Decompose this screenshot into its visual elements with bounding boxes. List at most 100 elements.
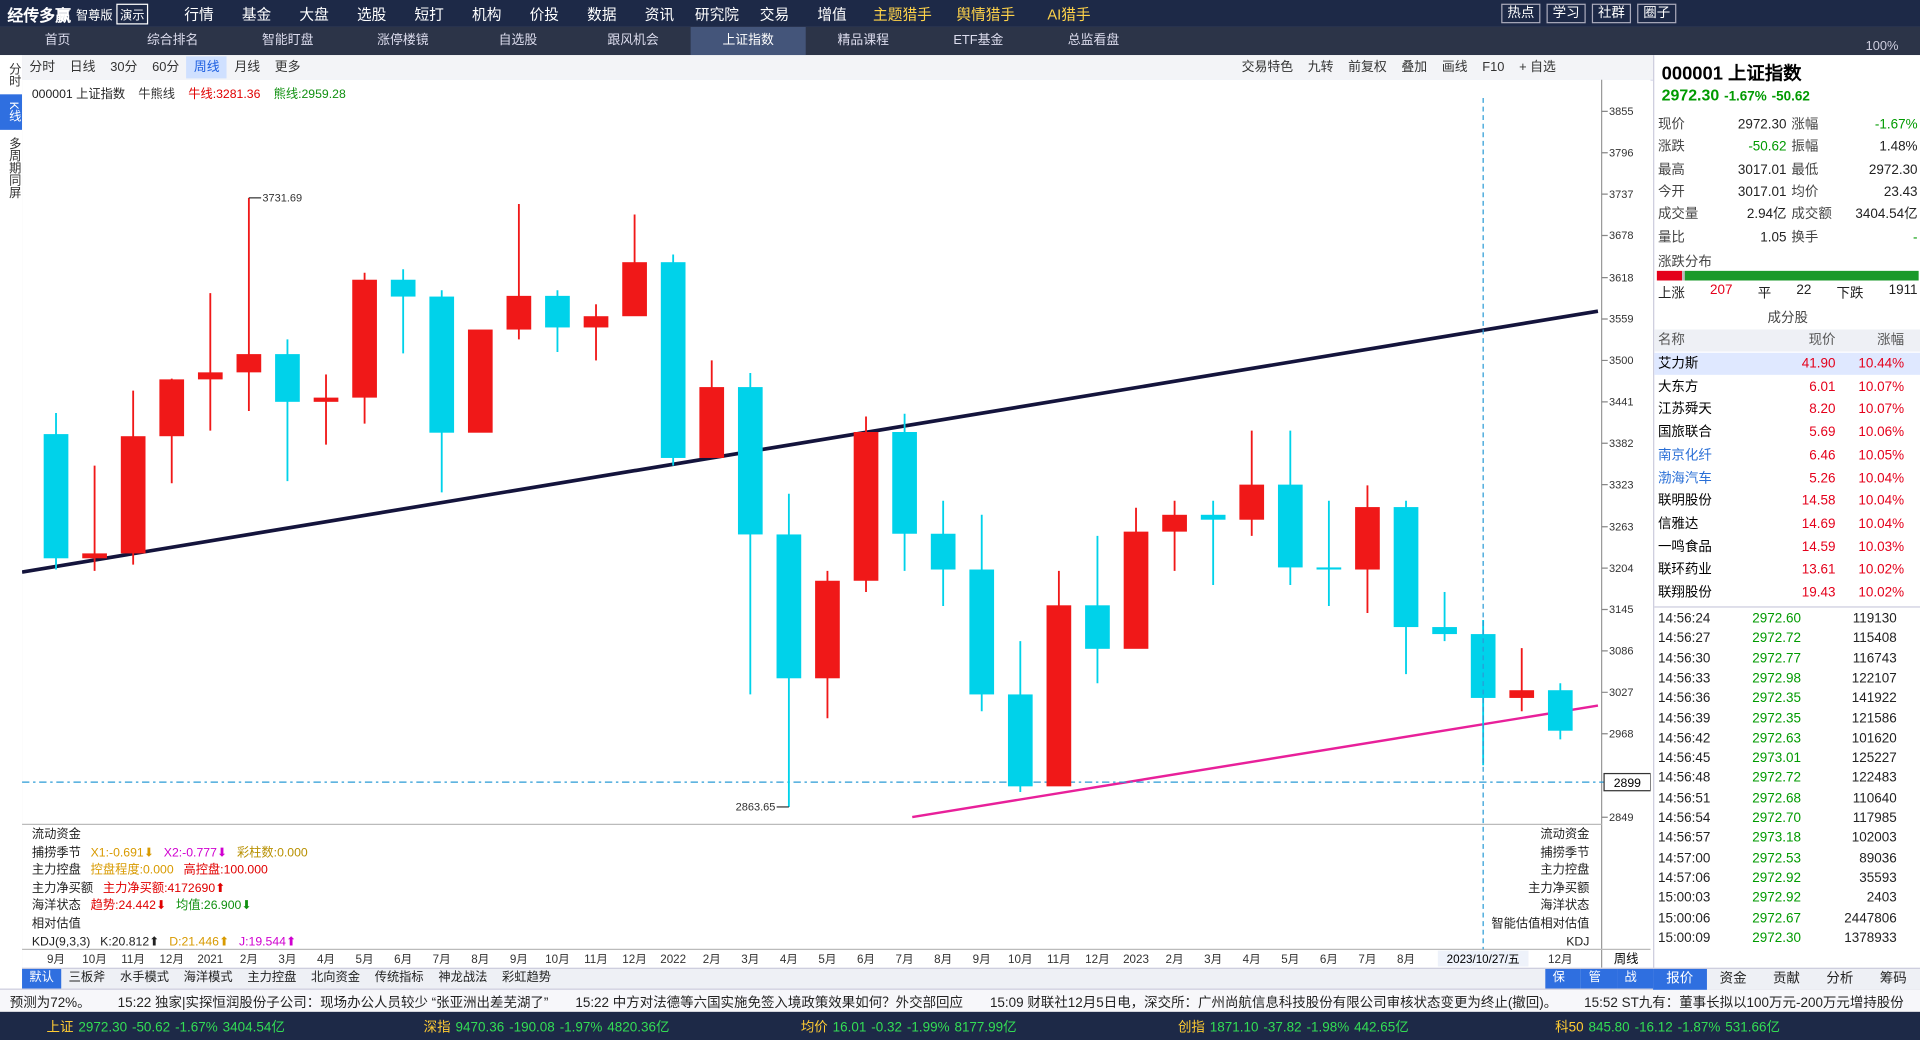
tick-time: 14:56:45 bbox=[1657, 751, 1711, 766]
strategy-tab[interactable]: 彩虹趋势 bbox=[502, 971, 552, 985]
period-button[interactable]: 30分 bbox=[110, 60, 138, 75]
strategy-tab[interactable]: 默认 bbox=[22, 968, 62, 989]
menu-button[interactable]: 热点 bbox=[1501, 3, 1541, 24]
cons-row[interactable]: 国旅联合 5.69 10.06% bbox=[1654, 422, 1920, 444]
menu-item[interactable]: 主题猎手 bbox=[873, 5, 932, 23]
menu-item[interactable]: 大盘 bbox=[299, 5, 329, 23]
tool-button[interactable]: + 自选 bbox=[1519, 60, 1556, 75]
side-tab[interactable]: 分时 bbox=[6, 62, 20, 87]
quote-label: 现价 bbox=[1657, 117, 1685, 133]
tab[interactable]: 总监看盘 bbox=[1067, 33, 1120, 48]
side-tab[interactable]: 多周期同屏 bbox=[6, 136, 20, 199]
indicator-value: 高控盘:100.000 bbox=[183, 863, 268, 878]
strategy-tab[interactable]: 三板斧 bbox=[68, 971, 106, 985]
period-button[interactable]: 月线 bbox=[234, 60, 261, 75]
quote-tab[interactable]: 筹码 bbox=[1879, 971, 1907, 987]
cons-name: 联翔股份 bbox=[1657, 585, 1712, 601]
tool-button[interactable]: 九转 bbox=[1307, 60, 1334, 75]
cons-price: 14.69 bbox=[1801, 516, 1836, 532]
quote-value: 2972.30 bbox=[1868, 162, 1918, 178]
cons-row[interactable]: 大东方 6.01 10.07% bbox=[1654, 376, 1920, 398]
menu-item[interactable]: 选股 bbox=[356, 5, 387, 23]
strategy-tab[interactable]: 北向资金 bbox=[311, 971, 361, 985]
menu-item[interactable]: 舆情猎手 bbox=[956, 5, 1016, 23]
indicator-label: 智能估值相对估值 bbox=[1491, 917, 1590, 931]
strategy-tab[interactable]: 水手模式 bbox=[120, 971, 169, 985]
zoom: 100% bbox=[1865, 39, 1899, 54]
tick-price: 2972.30 bbox=[1752, 930, 1801, 946]
indicator-value: 趋势:24.442⬇ bbox=[90, 899, 167, 914]
candle-body bbox=[583, 316, 609, 328]
tab[interactable]: ETF基金 bbox=[953, 33, 1004, 48]
x-tick-label: 4月 bbox=[1243, 953, 1261, 966]
menu-item[interactable]: 短打 bbox=[414, 5, 444, 23]
dist-bar bbox=[1656, 270, 1919, 281]
quote-tab[interactable]: 贡献 bbox=[1773, 971, 1800, 987]
menu-item[interactable]: 研究院 bbox=[694, 5, 739, 23]
menu-item[interactable]: AI猎手 bbox=[1047, 5, 1091, 23]
cons-row[interactable]: 江苏舜天 8.20 10.07% bbox=[1654, 399, 1920, 421]
strategy-tab[interactable]: 海洋模式 bbox=[183, 971, 233, 985]
menu-item[interactable]: 机构 bbox=[472, 5, 502, 23]
cons-row[interactable]: 南京化纤 6.46 10.05% bbox=[1654, 444, 1920, 466]
tool-button[interactable]: 画线 bbox=[1441, 60, 1468, 75]
quote-tab[interactable]: 报价 bbox=[1653, 968, 1707, 990]
menu-item[interactable]: 交易 bbox=[759, 5, 790, 23]
tab[interactable]: 智能盯盘 bbox=[262, 33, 314, 48]
cons-row[interactable]: 联翔股份 19.43 10.02% bbox=[1654, 582, 1920, 604]
period-button[interactable]: 日线 bbox=[69, 60, 96, 75]
period-button[interactable]: 分时 bbox=[29, 60, 56, 75]
quote-tab[interactable]: 资金 bbox=[1719, 971, 1747, 987]
cons-row[interactable]: 艾力斯 41.90 10.44% bbox=[1654, 352, 1920, 375]
tick-price: 2972.60 bbox=[1752, 611, 1801, 626]
cons-row[interactable]: 渤海汽车 5.26 10.04% bbox=[1654, 467, 1920, 489]
side-tab[interactable]: K线 bbox=[0, 94, 23, 130]
index-value: -1.87% bbox=[1677, 1019, 1721, 1035]
strategy-tab[interactable]: 传统指标 bbox=[374, 971, 424, 985]
y-tick-label: 3263 bbox=[1609, 521, 1634, 533]
tab[interactable]: 自选股 bbox=[498, 33, 538, 48]
tab[interactable]: 首页 bbox=[44, 33, 71, 48]
y-tick-label: 3737 bbox=[1609, 189, 1634, 201]
tab[interactable]: 上证指数 bbox=[690, 26, 806, 56]
quote-tab[interactable]: 分析 bbox=[1826, 971, 1854, 987]
quote-label: 今开 bbox=[1657, 184, 1685, 200]
tick-volume: 2403 bbox=[1866, 890, 1897, 906]
candle-body bbox=[120, 436, 146, 554]
menu-item[interactable]: 资讯 bbox=[644, 5, 675, 23]
menu-button[interactable]: 学习 bbox=[1546, 3, 1586, 24]
menu-item[interactable]: 数据 bbox=[587, 5, 617, 23]
menu-button[interactable]: 圈子 bbox=[1637, 3, 1677, 24]
tab[interactable]: 涨停楼镜 bbox=[377, 33, 429, 48]
indicator-value: X1:-0.691⬇ bbox=[90, 845, 154, 860]
tab[interactable]: 精品课程 bbox=[837, 33, 889, 48]
menu-button[interactable]: 社群 bbox=[1591, 3, 1632, 24]
period-button[interactable]: 60分 bbox=[152, 60, 180, 75]
tool-button[interactable]: 交易特色 bbox=[1241, 60, 1294, 75]
tab[interactable]: 跟风机会 bbox=[607, 33, 659, 48]
cons-name: 联环药业 bbox=[1657, 562, 1712, 578]
index-value: 2972.30 bbox=[78, 1019, 128, 1035]
tab[interactable]: 综合排名 bbox=[146, 33, 199, 48]
y-tick-label: 3086 bbox=[1609, 646, 1634, 658]
tool-button[interactable]: 叠加 bbox=[1401, 60, 1428, 75]
period-button[interactable]: 更多 bbox=[274, 60, 301, 75]
candle-body bbox=[1393, 507, 1419, 628]
toolbar: 分时 日线 30分 60分 周线 月线 更多 交易特色 九转 前复权 叠加 画线 F10 + 自选 bbox=[22, 55, 1654, 81]
strategy-tab[interactable]: 神龙战法 bbox=[438, 971, 488, 985]
quote-label: 涨跌 bbox=[1657, 140, 1685, 155]
menu-item[interactable]: 价投 bbox=[529, 5, 559, 23]
cons-row[interactable]: 信雅达 14.69 10.04% bbox=[1654, 513, 1920, 535]
strategy-tab[interactable]: 主力控盘 bbox=[247, 971, 297, 985]
menu-item[interactable]: 基金 bbox=[241, 5, 272, 23]
menu-item[interactable]: 增值 bbox=[817, 5, 847, 23]
tool-button[interactable]: 前复权 bbox=[1348, 60, 1387, 75]
cons-row[interactable]: 联环药业 13.61 10.02% bbox=[1654, 559, 1920, 581]
cons-row[interactable]: 一鸣食品 14.59 10.03% bbox=[1654, 536, 1920, 558]
period-button[interactable]: 周线 bbox=[186, 56, 227, 79]
tool-button[interactable]: F10 bbox=[1482, 60, 1505, 75]
menu-item[interactable]: 行情 bbox=[184, 5, 214, 23]
cons-price: 14.58 bbox=[1801, 493, 1836, 509]
cons-row[interactable]: 联明股份 14.58 10.04% bbox=[1654, 490, 1920, 512]
index-name: 创指 bbox=[1177, 1019, 1205, 1035]
